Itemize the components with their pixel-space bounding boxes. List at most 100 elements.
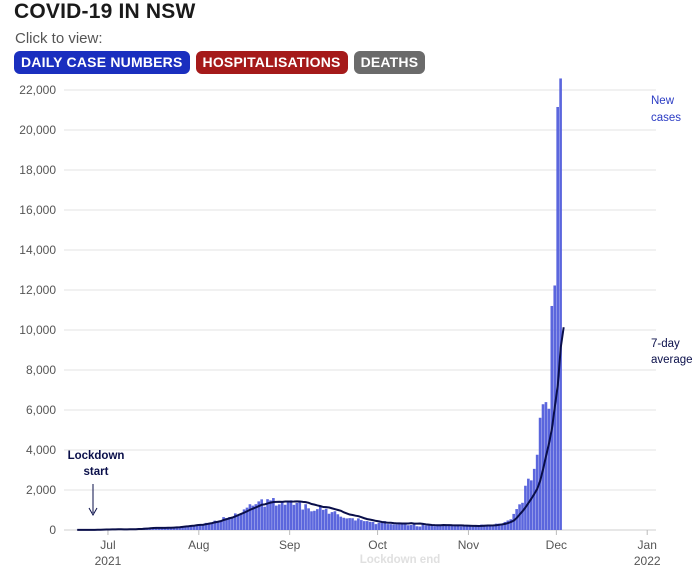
case-bar	[483, 524, 486, 530]
case-bar	[354, 520, 357, 530]
case-bar	[260, 499, 263, 530]
case-bar	[345, 518, 348, 530]
new-cases-label-line2: cases	[651, 112, 681, 124]
case-bar	[286, 501, 290, 530]
case-bar	[456, 525, 460, 530]
case-bar	[236, 514, 240, 530]
case-bar	[192, 525, 196, 530]
case-bar	[210, 523, 214, 530]
case-bar	[272, 498, 275, 530]
case-bar	[491, 524, 495, 530]
case-bar	[348, 518, 351, 530]
x-tick-label: Jul	[100, 538, 115, 552]
case-bar	[535, 454, 539, 530]
case-bar	[201, 524, 205, 530]
case-bar	[225, 518, 228, 530]
chart-title: COVID-19 IN NSW	[14, 0, 196, 23]
y-axis: 0 2,000 4,000 6,000 8,000 10,000 12,000 14,000 1…	[19, 83, 56, 537]
case-bar	[559, 78, 562, 531]
case-bar	[500, 524, 504, 530]
new-cases-bars	[75, 78, 562, 531]
case-bar	[474, 525, 477, 530]
daily-case-numbers-button[interactable]: DAILY CASE NUMBERS	[14, 51, 190, 74]
case-bar	[433, 526, 436, 530]
case-bar	[465, 526, 469, 530]
case-bar	[497, 523, 501, 530]
case-bar	[377, 522, 381, 530]
y-tick-label: 12,000	[19, 283, 56, 297]
case-bar	[521, 502, 524, 530]
case-bar	[233, 513, 237, 530]
case-bar	[532, 468, 536, 530]
case-bar	[342, 517, 346, 530]
deaths-button[interactable]: DEATHS	[353, 51, 426, 74]
case-bar	[248, 504, 252, 530]
case-bar	[254, 504, 258, 530]
case-bar	[439, 525, 442, 530]
case-bar	[477, 526, 480, 530]
case-bar	[339, 516, 343, 530]
hospitalisations-button[interactable]: HOSPITALISATIONS	[195, 51, 348, 74]
case-bar	[198, 524, 202, 530]
case-bar	[292, 504, 296, 530]
case-bar	[178, 526, 181, 530]
case-bar	[163, 527, 167, 530]
case-bar	[468, 526, 472, 530]
x-tick-year-label: 2022	[634, 554, 661, 568]
x-tick-label: Jan	[638, 538, 657, 552]
case-bar	[462, 525, 466, 530]
y-tick-label: 22,000	[19, 83, 56, 97]
case-bar	[365, 521, 369, 530]
lockdown-start-arrowhead	[88, 507, 98, 517]
case-bar	[427, 524, 431, 530]
case-bar	[518, 504, 521, 530]
case-bar	[219, 521, 222, 530]
click-to-view-label: Click to view:	[15, 30, 103, 47]
case-bar	[480, 524, 483, 530]
case-bar	[368, 521, 372, 530]
case-bar	[154, 527, 158, 530]
case-bar	[389, 524, 392, 530]
case-bar	[403, 523, 407, 530]
case-bar	[547, 408, 551, 530]
seven-day-average-label-line2: average	[651, 354, 693, 366]
y-tick-label: 16,000	[19, 203, 56, 217]
case-bar	[357, 518, 360, 530]
case-bar	[277, 504, 281, 530]
case-bar	[351, 518, 354, 530]
case-bar	[418, 526, 422, 530]
case-bar	[409, 525, 413, 530]
case-bar	[421, 524, 425, 530]
seven-day-average-label-line1: 7-day	[651, 338, 680, 350]
case-bar	[436, 524, 439, 530]
view-toggle-group: DAILY CASE NUMBERS HOSPITALISATIONS DEAT…	[14, 51, 426, 74]
case-bar	[383, 521, 387, 530]
case-bar	[494, 523, 498, 530]
new-cases-label-line1: New	[651, 95, 675, 107]
case-bar	[447, 524, 451, 530]
case-bar	[242, 509, 246, 530]
case-bar	[251, 505, 255, 530]
chart-annotations: New cases 7-day average Lockdown start L…	[68, 95, 693, 566]
case-bar	[512, 513, 516, 530]
case-bar	[216, 522, 220, 530]
case-bar	[169, 527, 173, 530]
case-bar	[231, 517, 234, 530]
case-bar	[327, 513, 331, 530]
case-bar	[406, 525, 410, 530]
case-bar	[275, 505, 278, 530]
case-bar	[336, 514, 340, 530]
lockdown-end-label: Lockdown end	[360, 554, 441, 566]
case-bar	[444, 525, 448, 530]
case-bar	[239, 513, 243, 530]
case-bar	[207, 523, 211, 530]
case-bar	[301, 509, 305, 530]
case-bar	[333, 511, 337, 530]
case-bar	[269, 500, 272, 530]
case-bar	[486, 525, 489, 530]
case-bar	[222, 517, 225, 530]
case-bar	[556, 106, 559, 530]
x-tick-label: Nov	[458, 538, 479, 552]
case-bar	[316, 509, 319, 530]
